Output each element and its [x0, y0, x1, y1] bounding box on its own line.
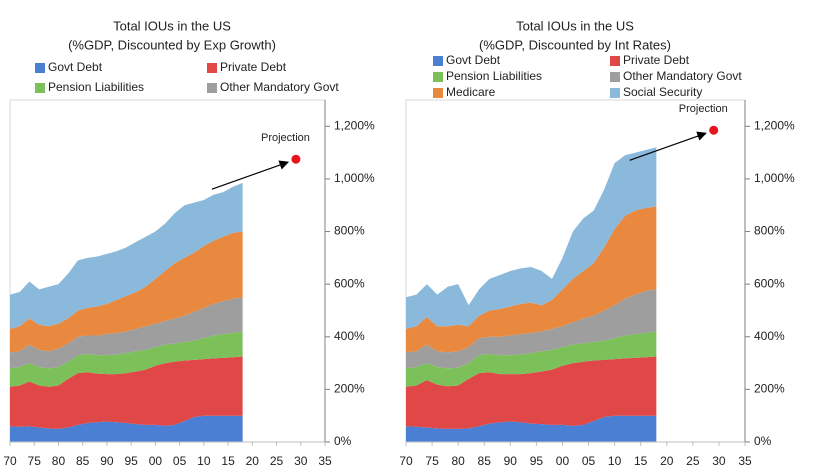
x-tick-label: 25 — [270, 454, 284, 468]
legend-label: Pension Liabilities — [48, 80, 144, 94]
chart-title: Total IOUs in the US — [113, 18, 231, 33]
legend-label: Other Mandatory Govt — [220, 80, 339, 94]
projection-point — [291, 154, 301, 164]
legend-swatch — [610, 72, 620, 82]
x-tick-label: 30 — [712, 454, 726, 468]
legend-swatch — [207, 83, 217, 93]
x-tick-label: 95 — [530, 454, 544, 468]
area — [10, 415, 243, 442]
y-tick-label: 600% — [754, 276, 785, 290]
legend-swatch — [35, 83, 45, 93]
y-tick-label: 800% — [334, 224, 365, 238]
x-tick-label: 35 — [318, 454, 332, 468]
x-tick-label: 80 — [52, 454, 66, 468]
y-tick-label: 1,200% — [334, 118, 375, 132]
x-tick-label: 15 — [634, 454, 648, 468]
legend-label: Medicare — [446, 85, 496, 99]
y-tick-label: 1,000% — [754, 171, 795, 185]
legend-swatch — [207, 63, 217, 73]
chart-subtitle: (%GDP, Discounted by Int Rates) — [479, 37, 671, 52]
projection-arrow — [629, 131, 707, 161]
legend-label: Social Security — [623, 85, 702, 99]
projection-point — [709, 125, 719, 135]
y-tick-label: 600% — [334, 276, 365, 290]
area — [10, 182, 243, 329]
x-tick-label: 95 — [124, 454, 138, 468]
x-tick-label: 30 — [294, 454, 308, 468]
area — [406, 206, 657, 353]
y-tick-label: 200% — [334, 382, 365, 396]
x-tick-label: 25 — [686, 454, 700, 468]
y-tick-label: 400% — [334, 329, 365, 343]
x-tick-label: 35 — [738, 454, 752, 468]
y-tick-label: 0% — [754, 434, 772, 448]
x-tick-label: 70 — [3, 454, 17, 468]
y-tick-label: 400% — [754, 329, 785, 343]
x-tick-label: 05 — [173, 454, 187, 468]
legend-swatch — [35, 63, 45, 73]
y-tick-label: 200% — [754, 382, 785, 396]
legend-swatch — [610, 88, 620, 98]
area — [10, 356, 243, 429]
x-tick-label: 10 — [608, 454, 622, 468]
area — [10, 297, 243, 369]
x-tick-label: 10 — [197, 454, 211, 468]
y-tick-label: 1,000% — [334, 171, 375, 185]
x-tick-label: 20 — [246, 454, 260, 468]
legend-swatch — [433, 72, 443, 82]
area — [406, 356, 657, 429]
area — [406, 289, 657, 369]
projection-arrow — [211, 160, 290, 190]
area — [406, 147, 657, 329]
x-tick-label: 70 — [399, 454, 413, 468]
legend-swatch — [433, 56, 443, 66]
x-tick-label: 15 — [221, 454, 235, 468]
legend-label: Private Debt — [623, 53, 690, 67]
area — [406, 415, 657, 442]
legend-label: Pension Liabilities — [446, 69, 542, 83]
area — [10, 231, 243, 353]
x-tick-label: 00 — [556, 454, 570, 468]
legend-label: Govt Debt — [48, 60, 103, 74]
annotation: Projection — [261, 132, 310, 144]
legend-label: Private Debt — [220, 60, 287, 74]
x-tick-label: 80 — [451, 454, 465, 468]
annotation: Projection — [679, 103, 728, 115]
x-tick-label: 90 — [504, 454, 518, 468]
x-tick-label: 85 — [478, 454, 492, 468]
x-tick-label: 00 — [149, 454, 163, 468]
chart-subtitle: (%GDP, Discounted by Exp Growth) — [68, 37, 276, 52]
legend-swatch — [610, 56, 620, 66]
legend-swatch — [433, 88, 443, 98]
x-tick-label: 20 — [660, 454, 674, 468]
y-tick-label: 800% — [754, 224, 785, 238]
y-tick-label: 1,200% — [754, 118, 795, 132]
x-tick-label: 05 — [582, 454, 596, 468]
legend-label: Govt Debt — [446, 53, 501, 67]
x-tick-label: 90 — [100, 454, 114, 468]
x-tick-label: 75 — [28, 454, 42, 468]
area — [406, 331, 657, 387]
area — [10, 331, 243, 387]
legend-label: Other Mandatory Govt — [623, 69, 742, 83]
x-tick-label: 85 — [76, 454, 90, 468]
chart-title: Total IOUs in the US — [516, 18, 634, 33]
y-tick-label: 0% — [334, 434, 352, 448]
x-tick-label: 75 — [425, 454, 439, 468]
